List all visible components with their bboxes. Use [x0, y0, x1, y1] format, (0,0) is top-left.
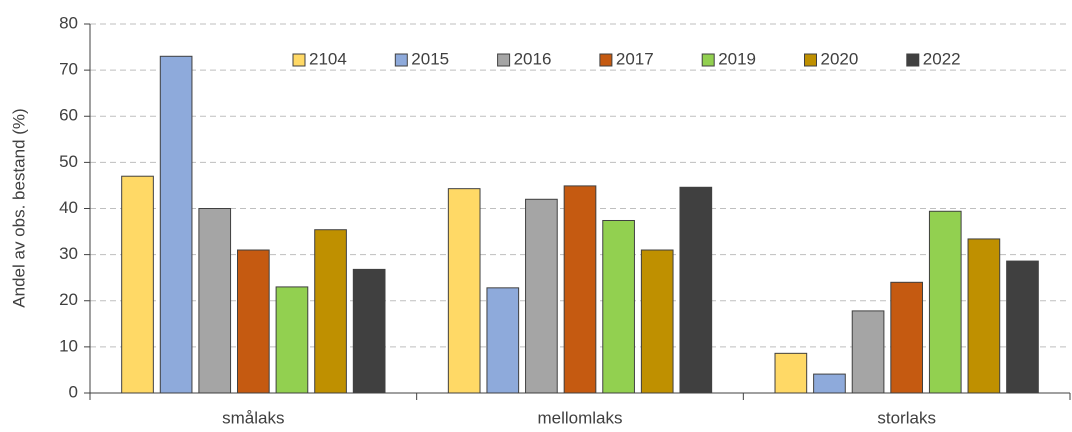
legend-label: 2015: [411, 49, 449, 68]
bar: [813, 373, 846, 394]
bar: [774, 352, 808, 394]
bar: [890, 281, 924, 394]
legend-label: 2022: [923, 49, 961, 68]
y-tick-label: 30: [59, 244, 78, 263]
bar: [928, 210, 962, 394]
legend-swatch: [701, 53, 715, 67]
bar: [851, 310, 885, 394]
bar: [563, 185, 597, 394]
bar: [447, 188, 481, 394]
legend-swatch: [804, 53, 817, 67]
legend-label: 2016: [514, 49, 552, 68]
bar: [679, 186, 713, 394]
legend-swatch: [292, 53, 306, 67]
bar: [198, 208, 232, 394]
y-axis-label: Andel av obs. bestand (%): [9, 108, 28, 307]
bar: [236, 249, 270, 394]
bar: [602, 219, 635, 394]
x-tick-label: mellomlaks: [537, 408, 622, 427]
bar: [314, 229, 347, 394]
y-tick-label: 50: [59, 152, 78, 171]
y-tick-label: 70: [59, 60, 78, 79]
bar: [159, 55, 193, 394]
bar: [275, 286, 309, 394]
bar: [967, 238, 1001, 394]
y-tick-label: 10: [59, 336, 78, 355]
y-tick-label: 80: [59, 13, 78, 32]
bar: [352, 268, 386, 394]
y-tick-label: 60: [59, 106, 78, 125]
legend-swatch: [906, 53, 920, 67]
legend-label: 2020: [821, 49, 859, 68]
legend-label: 2019: [718, 49, 756, 68]
bar: [525, 198, 558, 394]
legend-swatch: [599, 53, 613, 67]
x-tick-label: smålaks: [222, 408, 284, 427]
bar: [640, 249, 674, 394]
y-tick-label: 40: [59, 198, 78, 217]
y-tick-label: 20: [59, 290, 78, 309]
bar: [486, 287, 520, 394]
bar: [1006, 260, 1039, 394]
legend-label: 2104: [309, 49, 347, 68]
legend-label: 2017: [616, 49, 654, 68]
x-tick-label: storlaks: [877, 408, 936, 427]
legend-swatch: [394, 53, 408, 67]
y-tick-label: 0: [69, 382, 78, 401]
legend-swatch: [497, 53, 511, 67]
bar: [121, 175, 154, 394]
